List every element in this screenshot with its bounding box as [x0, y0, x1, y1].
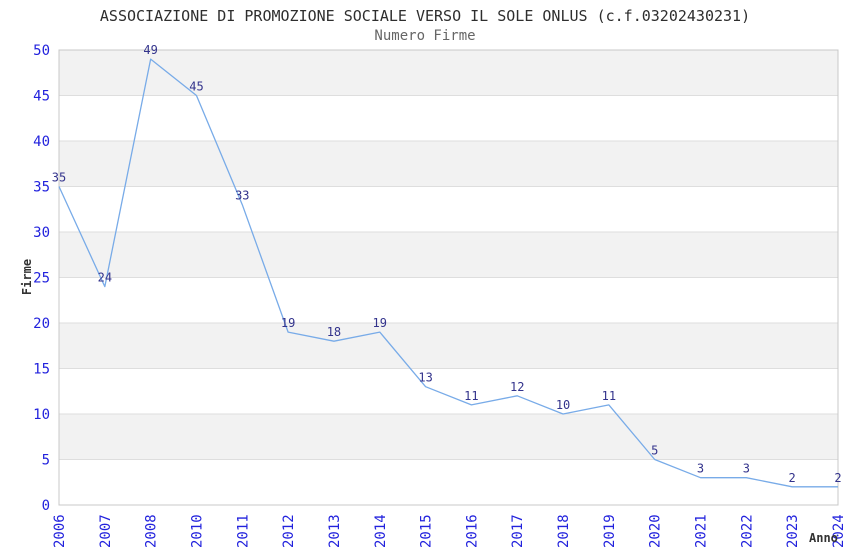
- point-label: 24: [98, 271, 112, 285]
- stripe-band: [59, 414, 838, 460]
- x-tick-label: 2013: [327, 514, 343, 548]
- point-label: 11: [464, 389, 478, 403]
- point-label: 10: [556, 398, 570, 412]
- y-tick-label: 0: [42, 498, 50, 514]
- chart-title: ASSOCIAZIONE DI PROMOZIONE SOCIALE VERSO…: [99, 7, 751, 25]
- y-tick-label: 20: [33, 316, 50, 332]
- plot-border: [58, 49, 839, 506]
- x-tick-label: 2008: [144, 514, 160, 548]
- x-tick-label: 2015: [419, 514, 435, 548]
- point-label: 49: [143, 43, 157, 57]
- y-tick-label: 40: [33, 134, 50, 150]
- x-axis-title: Anno: [809, 531, 838, 545]
- y-tick-label: 45: [33, 89, 50, 105]
- point-label: 12: [510, 380, 524, 394]
- point-label: 35: [52, 171, 66, 185]
- x-tick-label: 2010: [189, 514, 205, 548]
- x-tick-label: 2019: [602, 514, 618, 548]
- x-tick-label: 2023: [785, 514, 801, 548]
- y-tick-label: 35: [33, 180, 50, 196]
- y-tick-label: 50: [33, 43, 50, 59]
- x-tick-label: 2021: [694, 514, 710, 548]
- point-label: 13: [418, 371, 432, 385]
- series-line: [58, 58, 838, 488]
- x-tick-label: 2017: [510, 514, 526, 548]
- x-tick-label: 2007: [98, 514, 114, 548]
- point-label: 19: [281, 316, 295, 330]
- y-tick-label: 10: [33, 407, 50, 423]
- point-label: 2: [789, 471, 796, 485]
- point-label: 2: [834, 471, 841, 485]
- chart-subtitle: Numero Firme: [374, 28, 476, 44]
- x-tick-label: 2020: [648, 514, 664, 548]
- y-tick-label: 15: [33, 362, 50, 378]
- point-label: 45: [189, 80, 203, 94]
- point-label: 11: [602, 389, 616, 403]
- point-label: 5: [651, 444, 658, 458]
- point-label: 33: [235, 189, 249, 203]
- x-tick-label: 2024: [831, 514, 847, 548]
- y-tick-label: 25: [33, 271, 50, 287]
- x-tick-label: 2016: [464, 514, 480, 548]
- x-tick-label: 2018: [556, 514, 572, 548]
- x-tick-label: 2022: [739, 514, 755, 548]
- point-label: 18: [327, 325, 341, 339]
- stripe-band: [59, 141, 838, 187]
- x-tick-label: 2006: [52, 514, 68, 548]
- y-tick-label: 30: [33, 225, 50, 241]
- stripe-band: [59, 232, 838, 278]
- point-label: 19: [373, 316, 387, 330]
- y-tick-label: 5: [42, 453, 50, 469]
- point-label: 3: [743, 462, 750, 476]
- point-label: 3: [697, 462, 704, 476]
- stripe-band: [59, 50, 838, 96]
- stripe-band: [59, 323, 838, 369]
- x-tick-label: 2012: [281, 514, 297, 548]
- x-tick-label: 2014: [373, 514, 389, 548]
- y-axis-title: Firme: [20, 258, 34, 296]
- x-tick-label: 2011: [235, 514, 251, 548]
